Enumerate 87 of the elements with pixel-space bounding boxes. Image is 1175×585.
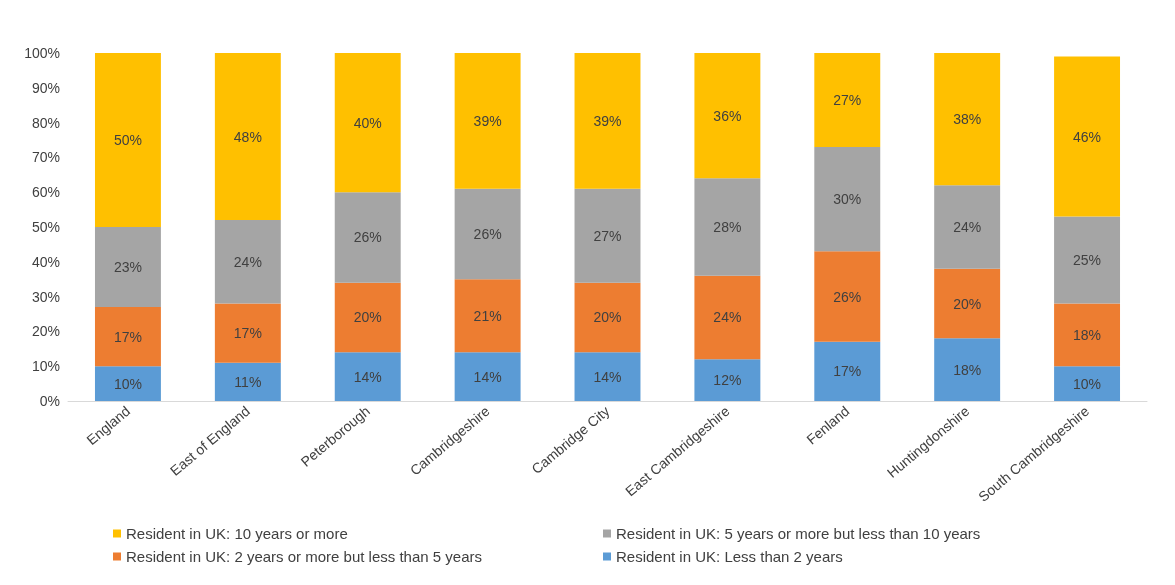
data-label: 20% [353, 309, 382, 326]
y-tick-label: 30% [31, 288, 60, 305]
bar [574, 53, 641, 189]
data-label: 11% [234, 373, 262, 390]
bar [454, 279, 521, 353]
legend-label: Resident in UK: Less than 2 years [616, 548, 843, 565]
data-label: 14% [353, 368, 382, 385]
bar [214, 303, 281, 363]
y-tick-label: 40% [31, 253, 60, 270]
data-label: 28% [713, 219, 742, 235]
bar [814, 251, 881, 342]
bar [94, 53, 161, 227]
bar [814, 53, 881, 147]
data-label: 23% [113, 259, 142, 276]
data-label: 26% [473, 225, 502, 242]
data-label: 17% [113, 328, 142, 345]
bar [214, 362, 281, 401]
data-label: 27% [833, 91, 862, 108]
y-tick-label: 10% [31, 358, 60, 375]
bar [454, 188, 521, 280]
bar [1054, 366, 1121, 401]
bar [214, 220, 281, 304]
data-label: 12% [713, 372, 742, 389]
data-label: 48% [233, 128, 262, 145]
bar [574, 188, 641, 283]
bar [694, 359, 761, 401]
data-label: 25% [1073, 252, 1102, 269]
bar [94, 227, 161, 308]
legend-label: Resident in UK: 5 years or more but less than 10 years [616, 525, 981, 542]
data-label: 14% [593, 368, 622, 385]
y-tick-label: 70% [31, 149, 60, 166]
data-label: 39% [593, 112, 622, 129]
bar [1054, 303, 1121, 367]
data-label: 17% [833, 363, 862, 380]
y-tick-label: 0% [39, 393, 60, 409]
data-label: 30% [833, 191, 862, 208]
y-tick-label: 80% [31, 114, 60, 131]
data-label: 17% [233, 325, 262, 342]
bar [934, 53, 1001, 186]
data-label: 26% [353, 229, 382, 246]
data-label: 24% [233, 253, 262, 270]
data-label: 38% [953, 111, 982, 128]
bar [934, 185, 1001, 269]
data-label: 36% [713, 107, 742, 124]
data-label: 24% [713, 309, 742, 326]
bar [94, 366, 161, 401]
bar [934, 338, 1001, 401]
bar [334, 53, 401, 193]
bar [934, 268, 1001, 339]
data-label: 20% [593, 309, 622, 326]
data-label: 10% [113, 375, 142, 392]
data-label: 50% [113, 132, 142, 148]
data-label: 20% [953, 295, 982, 312]
y-tick-label: 100% [24, 45, 60, 61]
y-tick-label: 60% [31, 184, 60, 201]
y-tick-label: 50% [31, 219, 60, 235]
bar [214, 53, 281, 221]
data-label: 21% [473, 307, 502, 324]
bar [454, 352, 521, 401]
legend-label: Resident in UK: 10 years or more [126, 525, 348, 542]
bar [1054, 216, 1121, 304]
bar [334, 192, 401, 283]
bar [574, 352, 641, 401]
bar [94, 307, 161, 367]
bar [694, 53, 761, 179]
data-label: 46% [1073, 128, 1102, 145]
bar [334, 352, 401, 401]
data-label: 39% [473, 112, 502, 129]
data-label: 18% [1073, 326, 1102, 343]
y-tick-label: 20% [31, 323, 60, 340]
bar [694, 178, 761, 276]
data-label: 40% [353, 114, 382, 131]
bar [814, 341, 881, 401]
data-label: 14% [473, 368, 502, 385]
bar [574, 282, 641, 353]
bar [694, 275, 761, 360]
bar [1054, 56, 1121, 217]
data-label: 18% [953, 361, 982, 378]
data-label: 26% [833, 288, 862, 305]
bar [334, 282, 401, 353]
bar [814, 146, 881, 252]
y-tick-label: 90% [31, 79, 60, 96]
data-label: 10% [1073, 375, 1102, 392]
data-label: 27% [593, 227, 622, 244]
legend-label: Resident in UK: 2 years or more but less than 5 years [126, 548, 483, 565]
data-label: 24% [953, 219, 982, 235]
bar [454, 53, 521, 189]
